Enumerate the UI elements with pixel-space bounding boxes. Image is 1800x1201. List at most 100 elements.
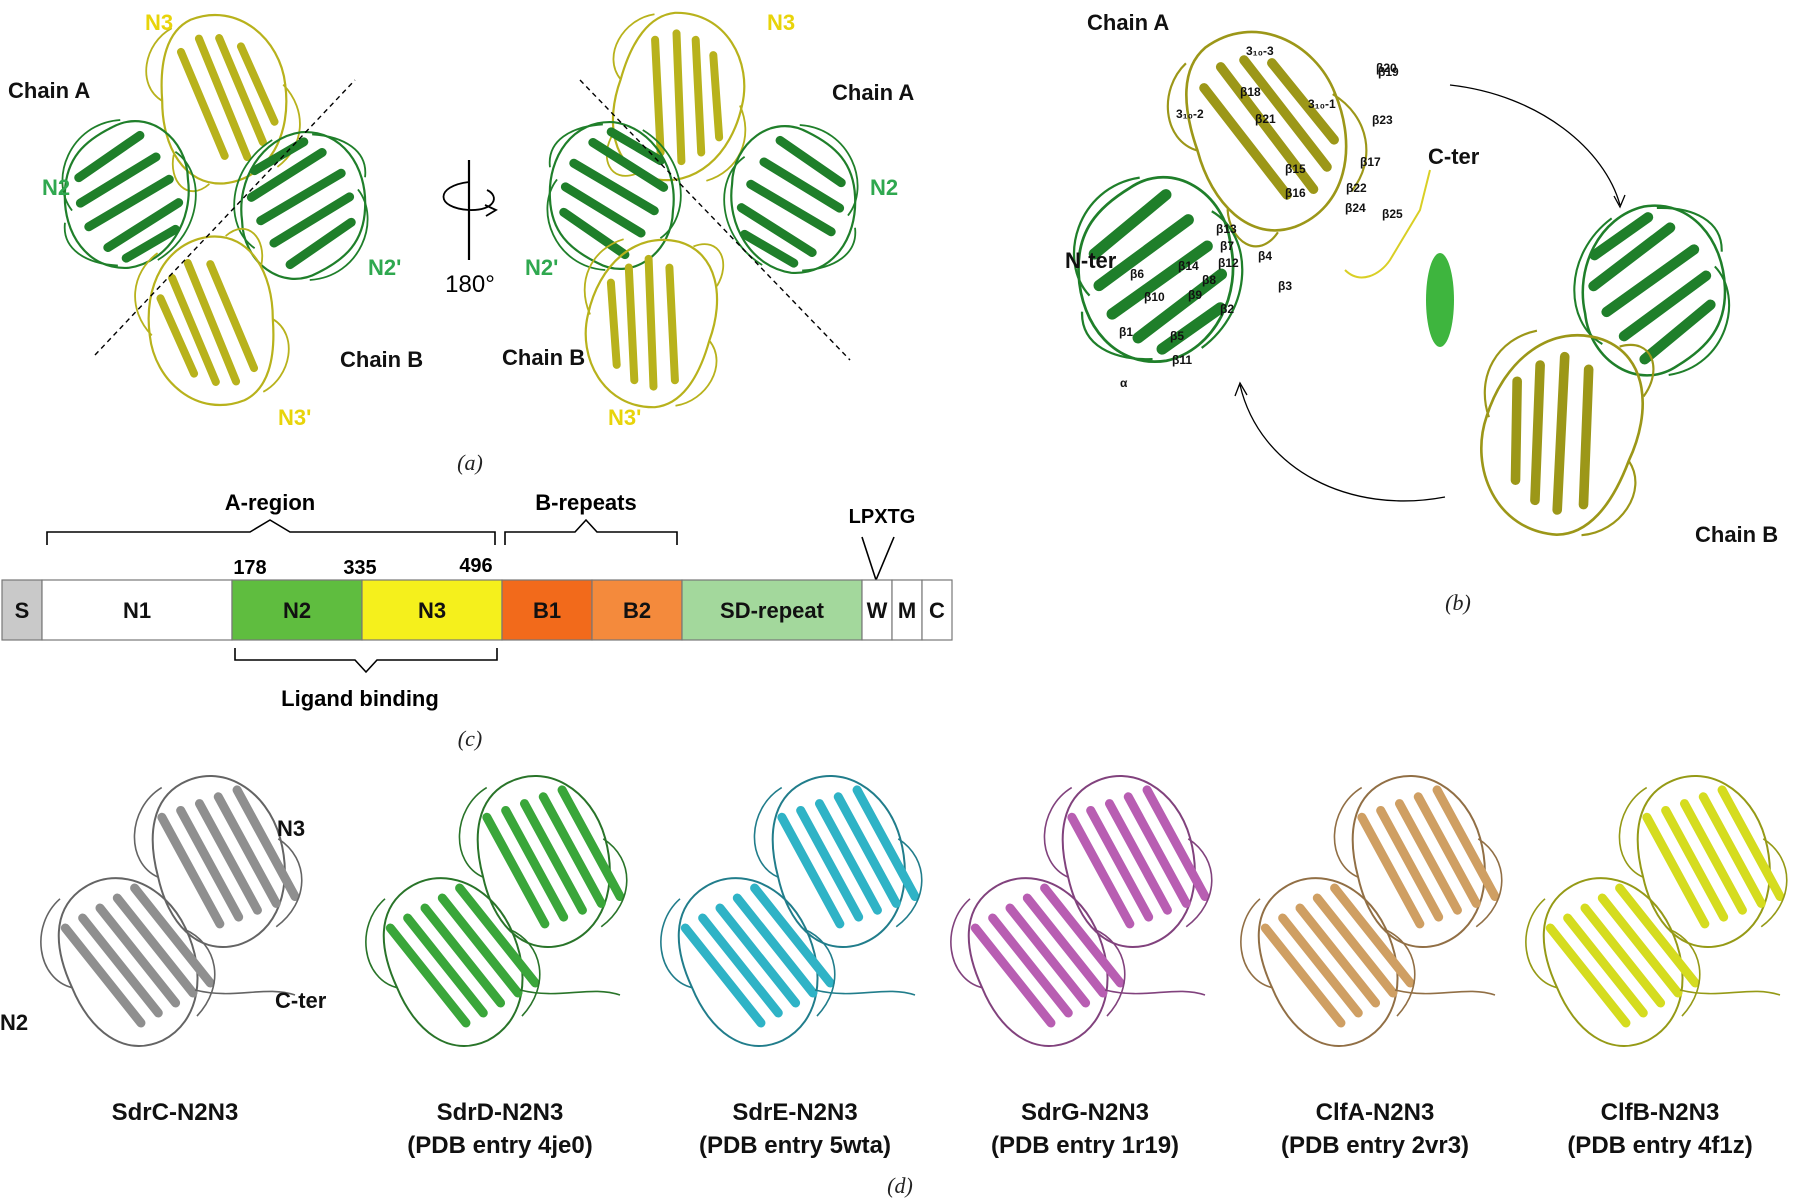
structure-name: ClfB-N2N3 xyxy=(1601,1099,1720,1126)
residue-178: 178 xyxy=(233,557,266,579)
strand-label: α xyxy=(1120,376,1128,390)
dimer-interface-line-left xyxy=(94,79,356,356)
panel-a: 180° N3 Chain A N2 N2' Chain B N3' N3 Ch… xyxy=(8,2,914,475)
domain-segment-n2: N2 xyxy=(231,579,363,641)
motif-pointer xyxy=(861,536,895,583)
structure-pdb-entry: (PDB entry 2vr3) xyxy=(1281,1132,1469,1159)
domain-segment-b2: B2 xyxy=(591,579,683,641)
domain-segment-b1: B1 xyxy=(501,579,593,641)
panel-c: A-region B-repeats 178 335 496 LPXTG S N1… xyxy=(1,490,953,751)
strand-label: β23 xyxy=(1372,113,1393,127)
domain-architecture-bar: S N1 N2 N3 B1 B2 SD-repeat W M C xyxy=(1,579,953,641)
n3p-domain-right xyxy=(566,225,737,418)
dimer-interface-line-right xyxy=(579,79,851,361)
two-fold-axis-symbol xyxy=(1426,253,1454,347)
n3-domain-right xyxy=(593,2,764,195)
caption-b: (b) xyxy=(1445,590,1471,615)
domain-segment-label: B2 xyxy=(623,598,651,623)
caption-c: (c) xyxy=(458,726,482,751)
domain-segment-label: SD-repeat xyxy=(720,598,825,623)
structure-name: SdrE-N2N3 xyxy=(732,1099,857,1126)
strand-label: β22 xyxy=(1346,181,1367,195)
label-chain-b: Chain B xyxy=(1695,522,1778,547)
structure-name: ClfA-N2N3 xyxy=(1316,1099,1435,1126)
domain-segment-label: N3 xyxy=(418,598,446,623)
homolog-structures: SdrC-N2N3 SdrD-N2N3 (PDB entry 4je0) SdrE-N… xyxy=(40,774,1788,1159)
strand-label: β15 xyxy=(1285,162,1306,176)
domain-segment-w: W xyxy=(861,579,893,641)
strand-label: β16 xyxy=(1285,186,1306,200)
strand-label: β12 xyxy=(1218,256,1239,270)
sdrc-label-c-ter: C-ter xyxy=(275,988,327,1013)
label-chain-b-right: Chain B xyxy=(502,345,585,370)
label-n3p-right: N3' xyxy=(608,405,641,430)
label-chain-a-right: Chain A xyxy=(832,80,914,105)
strand-label: β20 xyxy=(1376,61,1397,75)
label-n2p-right: N2' xyxy=(525,255,558,280)
label-a-region: A-region xyxy=(225,490,315,515)
structure-clfb-n2n3: ClfB-N2N3 (PDB entry 4f1z) xyxy=(1525,774,1788,1159)
label-b-repeats: B-repeats xyxy=(535,490,636,515)
strand-label: β7 xyxy=(1220,239,1234,253)
c-ter-tail xyxy=(1344,169,1431,279)
label-n3-right: N3 xyxy=(767,10,795,35)
domain-segment-s: S xyxy=(1,579,43,641)
strand-label: β10 xyxy=(1144,290,1165,304)
residue-335: 335 xyxy=(343,557,376,579)
strand-label: β18 xyxy=(1240,85,1261,99)
panel-a-right-structure xyxy=(525,2,880,418)
structure-name: SdrC-N2N3 xyxy=(112,1099,239,1126)
strand-label: β5 xyxy=(1170,329,1184,343)
label-chain-a: Chain A xyxy=(1087,10,1169,35)
b-repeats-bracket xyxy=(504,518,678,545)
label-chain-b-left: Chain B xyxy=(340,347,423,372)
structure-sdrg-n2n3: SdrG-N2N3 (PDB entry 1r19) xyxy=(950,774,1213,1159)
n3p-domain-left xyxy=(126,224,297,417)
structure-pdb-entry: (PDB entry 4f1z) xyxy=(1567,1132,1752,1159)
residue-496: 496 xyxy=(459,555,492,577)
domain-segment-label: B1 xyxy=(533,598,561,623)
strand-label: β1 xyxy=(1119,325,1133,339)
n2-domain-right xyxy=(708,109,880,287)
strand-label: β11 xyxy=(1172,353,1192,367)
rotation-arrow-bottom xyxy=(1239,384,1446,502)
domain-segment-n3: N3 xyxy=(361,579,503,641)
structure-pdb-entry: (PDB entry 5wta) xyxy=(699,1132,891,1159)
sdrc-label-n3: N3 xyxy=(277,816,305,841)
label-motif: LPXTG xyxy=(849,506,916,528)
structure-clfa-n2n3: ClfA-N2N3 (PDB entry 2vr3) xyxy=(1240,774,1503,1159)
label-chain-a-left: Chain A xyxy=(8,78,90,103)
chain-b-n3-domain xyxy=(1452,310,1672,553)
label-n2-left: N2 xyxy=(42,175,70,200)
domain-segment-c: C xyxy=(921,579,953,641)
structure-pdb-entry: (PDB entry 4je0) xyxy=(407,1132,592,1159)
domain-segment-label: S xyxy=(15,598,30,623)
label-n3p-left: N3' xyxy=(278,405,311,430)
domain-segment-label: W xyxy=(867,598,888,623)
structure-name: SdrD-N2N3 xyxy=(437,1099,564,1126)
chain-b-n2-domain xyxy=(1551,185,1758,398)
structure-sdrc-n2n3: SdrC-N2N3 xyxy=(40,774,303,1126)
ligand-binding-bracket xyxy=(234,648,498,674)
strand-label: β13 xyxy=(1216,222,1237,236)
strand-label: β8 xyxy=(1202,273,1216,287)
strand-label: 3₁₀-2 xyxy=(1176,107,1204,121)
rotation-symbol xyxy=(442,160,498,260)
panel-d: SdrC-N2N3 SdrD-N2N3 (PDB entry 4je0) SdrE-N… xyxy=(0,774,1788,1198)
strand-label: β19 xyxy=(1378,65,1399,79)
strand-label: β9 xyxy=(1188,288,1202,302)
rotation-arrow-top xyxy=(1449,84,1621,206)
strand-label: β17 xyxy=(1360,155,1381,169)
strand-label: 3₁₀-3 xyxy=(1246,44,1274,58)
structure-sdrd-n2n3: SdrD-N2N3 (PDB entry 4je0) xyxy=(365,774,628,1159)
strand-label: β4 xyxy=(1258,249,1272,263)
label-n2p-left: N2' xyxy=(368,255,401,280)
strand-label: β2 xyxy=(1220,302,1234,316)
domain-segment-label: M xyxy=(898,598,916,623)
strand-label: 3₁₀-1 xyxy=(1308,97,1336,111)
domain-segment-sd-repeat: SD-repeat xyxy=(681,579,863,641)
rotation-label: 180° xyxy=(445,271,495,298)
structure-sdre-n2n3: SdrE-N2N3 (PDB entry 5wta) xyxy=(660,774,923,1159)
